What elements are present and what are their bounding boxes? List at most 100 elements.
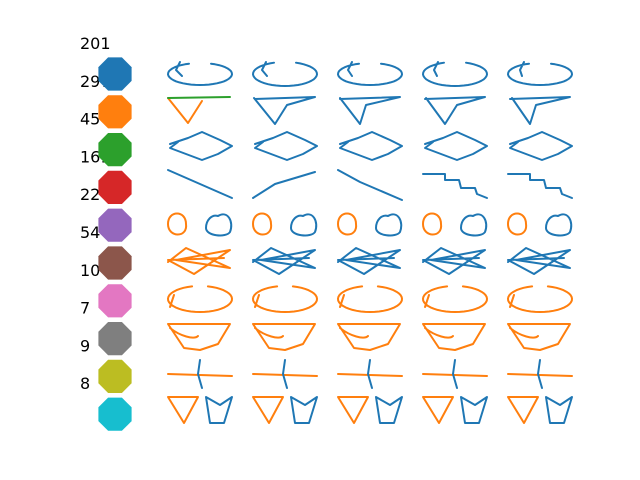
sketch-sample xyxy=(252,247,316,275)
class-color-swatch xyxy=(98,359,132,393)
sketch-sample xyxy=(167,247,231,275)
sketch-stroke xyxy=(424,131,488,161)
sketch-stroke xyxy=(339,96,401,125)
sketch-sample xyxy=(422,359,488,389)
sketch-sample xyxy=(169,131,233,161)
sketch-stroke xyxy=(167,97,203,124)
sketch-stroke xyxy=(507,61,573,86)
sketch-sample xyxy=(507,396,573,424)
sketch-stroke xyxy=(252,212,273,236)
sketch-stroke xyxy=(507,173,573,199)
sketch-sample xyxy=(424,131,488,161)
sketch-stroke xyxy=(422,173,488,199)
sketch-sample xyxy=(254,131,318,161)
sketch-stroke xyxy=(167,396,199,424)
sketch-stroke xyxy=(422,212,443,236)
sketch-stroke xyxy=(422,61,488,87)
class-color-swatch xyxy=(98,284,132,318)
sketch-stroke xyxy=(197,359,203,389)
sketch-stroke xyxy=(460,396,488,424)
sketch-stroke xyxy=(424,96,486,125)
sketch-sample xyxy=(252,171,316,199)
sketch-sample xyxy=(252,323,316,351)
sketch-stroke xyxy=(167,373,233,377)
class-color-swatch xyxy=(98,57,132,91)
sketch-stroke xyxy=(167,61,233,86)
class-color-swatch xyxy=(98,322,132,356)
sketch-sample xyxy=(167,359,233,389)
sketch-sample xyxy=(167,96,231,124)
sketch-stroke xyxy=(337,61,403,86)
sketch-stroke xyxy=(422,285,488,313)
sketch-sample xyxy=(253,96,316,125)
sketch-stroke xyxy=(537,359,543,389)
sketch-sample xyxy=(339,96,401,125)
sketch-stroke xyxy=(337,247,401,275)
sketch-stroke xyxy=(422,396,454,424)
sketch-sample xyxy=(337,323,401,351)
sketch-stroke xyxy=(252,373,318,377)
sketch-sample xyxy=(422,247,486,275)
sketch-stroke xyxy=(375,213,403,237)
sketch-stroke xyxy=(205,396,233,424)
sketch-stroke xyxy=(375,396,403,424)
class-count-label: 201 xyxy=(80,34,111,53)
sketch-stroke xyxy=(337,373,403,377)
sketch-stroke xyxy=(337,212,358,236)
sketch-sample xyxy=(507,359,573,389)
class-count-label: 9 xyxy=(80,336,90,355)
sketch-stroke xyxy=(290,213,318,237)
class-count-label: 22 xyxy=(80,185,100,204)
sketch-sample xyxy=(167,285,233,313)
sketch-sample xyxy=(509,96,571,125)
sketch-stroke xyxy=(509,131,573,161)
sketch-stroke xyxy=(507,285,573,313)
class-count-label: 10 xyxy=(80,261,100,280)
sketch-stroke xyxy=(509,96,571,125)
sketch-stroke xyxy=(252,323,316,351)
sketch-stroke xyxy=(507,212,528,236)
class-count-label: 54 xyxy=(80,223,100,242)
sketch-sample xyxy=(507,61,573,86)
sketch-sample xyxy=(339,131,403,161)
sketch-stroke xyxy=(422,323,486,351)
sketch-stroke xyxy=(422,373,488,377)
class-color-swatch xyxy=(98,397,132,431)
sketch-sample xyxy=(337,247,401,275)
sketch-sample xyxy=(507,212,573,237)
class-color-swatch xyxy=(98,208,132,242)
sketch-stroke xyxy=(337,396,369,424)
sketch-sample xyxy=(252,61,318,87)
sketch-sample xyxy=(252,359,318,389)
sketch-stroke xyxy=(253,96,316,125)
sketch-stroke xyxy=(252,171,316,199)
sketch-sample xyxy=(252,212,318,237)
sketch-sample xyxy=(422,285,488,313)
sketch-stroke xyxy=(507,247,571,275)
sketch-sample xyxy=(337,285,403,313)
sketch-stroke xyxy=(545,396,573,424)
sketch-stroke xyxy=(337,285,403,313)
sketch-stroke xyxy=(254,131,318,161)
sketch-stroke xyxy=(290,396,318,424)
sketch-stroke xyxy=(205,213,233,237)
sketch-stroke xyxy=(337,169,403,201)
sketch-sample xyxy=(337,359,403,389)
class-count-label: 7 xyxy=(80,299,90,318)
sketch-sample xyxy=(422,212,488,237)
sketch-stroke xyxy=(167,247,231,275)
sketch-sample xyxy=(167,323,231,351)
sketch-sample xyxy=(509,131,573,161)
sketch-sample xyxy=(337,212,403,237)
sketch-sample xyxy=(424,96,486,125)
sketch-sample xyxy=(422,323,486,351)
sketch-sample xyxy=(167,396,233,424)
sketch-sample xyxy=(422,396,488,424)
sketch-stroke xyxy=(507,373,573,377)
sketch-sample xyxy=(507,285,573,313)
sketch-stroke xyxy=(167,96,231,99)
sketch-stroke xyxy=(282,359,288,389)
sketch-sample xyxy=(167,61,233,86)
